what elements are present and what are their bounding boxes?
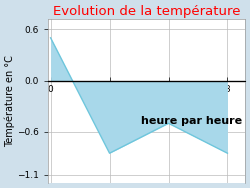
Y-axis label: Température en °C: Température en °C (5, 55, 15, 147)
Text: heure par heure: heure par heure (141, 116, 242, 126)
Title: Evolution de la température: Evolution de la température (53, 5, 240, 18)
